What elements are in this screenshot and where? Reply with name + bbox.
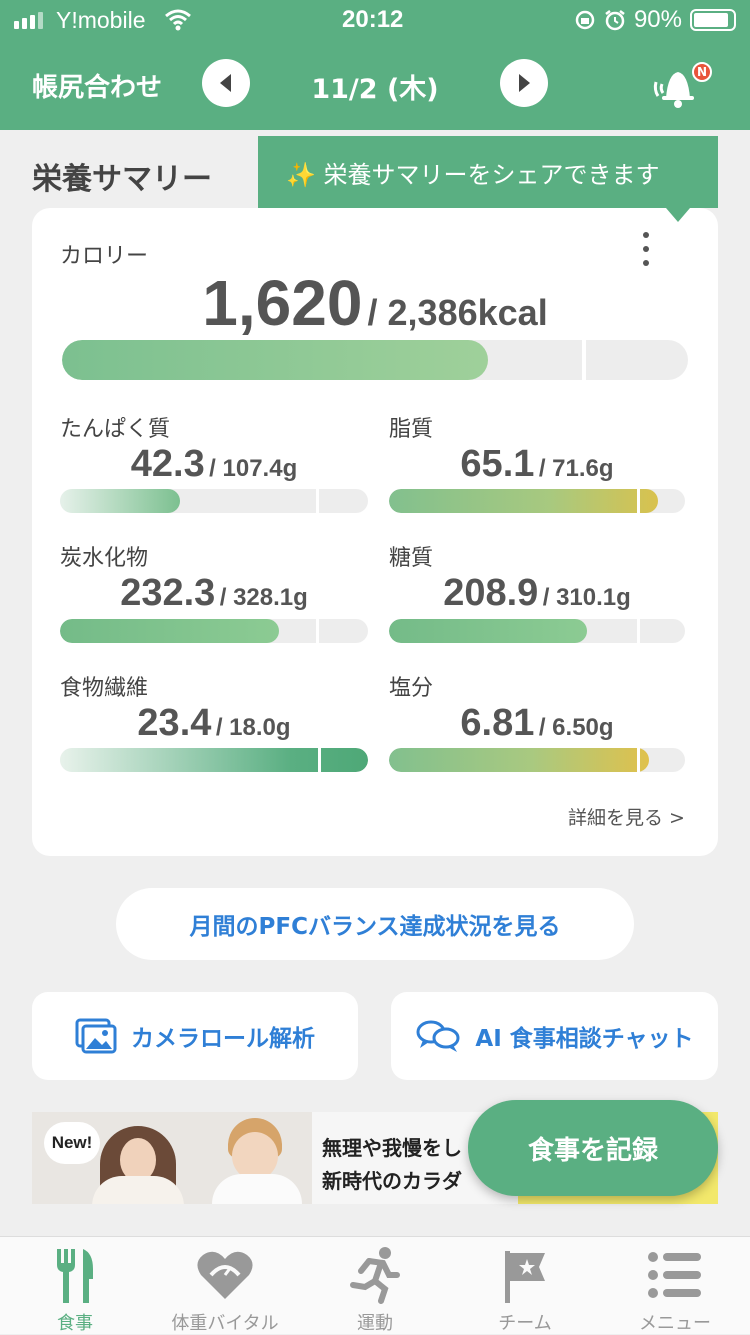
calorie-progress-fill	[62, 340, 488, 380]
pfc-balance-button[interactable]: 月間のPFCバランス達成状況を見る	[116, 888, 634, 960]
signal-icon	[14, 12, 43, 29]
nutrient-label-sugar: 糖質	[389, 546, 434, 571]
page-title: 帳尻合わせ	[32, 73, 163, 103]
alarm-icon	[605, 10, 625, 31]
tab-exercise[interactable]: 運動	[300, 1237, 450, 1335]
nutrient-target: / 6.50g	[538, 714, 614, 741]
banner-line-2: 新時代のカラダ	[322, 1169, 462, 1193]
nutrient-value: 23.4	[137, 702, 212, 744]
nutrient-label-fiber: 食物繊維	[60, 676, 149, 701]
nutrient-bar-fat	[389, 489, 685, 513]
calorie-target: / 2,386kcal	[367, 292, 548, 333]
section-title: 栄養サマリー	[32, 162, 212, 197]
app-header: 帳尻合わせ 11/2 (木) N	[0, 40, 750, 130]
camera-roll-label: カメラロール解析	[131, 1026, 315, 1052]
status-bar: Y!mobile 20:12 90%	[0, 0, 750, 40]
nutrient-value: 42.3	[130, 443, 205, 485]
calorie-value: 1,620	[202, 267, 363, 339]
prev-day-button[interactable]	[202, 59, 250, 107]
nutrient-bar-salt	[389, 748, 685, 772]
clock: 20:12	[342, 6, 404, 33]
bottom-tab-bar: 食事 体重バイタル 運動 チーム メニュー	[0, 1236, 750, 1334]
nutrient-value: 208.9	[443, 572, 539, 614]
nutrient-bar-carbs	[60, 619, 368, 643]
triangle-left-icon	[220, 74, 231, 92]
nutrient-value: 232.3	[120, 572, 216, 614]
nutrient-target: / 71.6g	[538, 455, 614, 482]
nutrient-target: / 328.1g	[219, 584, 308, 611]
nutrient-bar-fiber	[60, 748, 368, 772]
nutrient-readout-protein: 42.3 / 107.4g	[60, 443, 368, 486]
flag-icon	[505, 1251, 545, 1303]
current-date: 11/2 (木)	[311, 74, 439, 105]
share-tooltip[interactable]: ✨ 栄養サマリーをシェアできます	[258, 136, 718, 222]
nutrient-label-salt: 塩分	[389, 676, 434, 701]
pfc-balance-label: 月間のPFCバランス達成状況を見る	[189, 914, 561, 940]
tab-label: 体重バイタル	[171, 1313, 279, 1334]
detail-link[interactable]: 詳細を見る >	[568, 807, 685, 829]
tab-label: 食事	[57, 1313, 93, 1334]
calorie-label: カロリー	[60, 244, 149, 269]
nutrient-readout-salt: 6.81 / 6.50g	[389, 702, 685, 745]
tab-label: チーム	[498, 1313, 552, 1334]
tab-label: 運動	[357, 1313, 393, 1334]
nutrient-value: 6.81	[460, 702, 535, 744]
banner-text: 無理や我慢をし 新時代のカラダ	[322, 1132, 462, 1198]
nutrient-target: / 18.0g	[215, 714, 291, 741]
tab-team[interactable]: チーム	[450, 1237, 600, 1335]
calorie-readout: 1,620 / 2,386kcal	[0, 266, 750, 340]
rotation-lock-icon	[575, 10, 595, 30]
record-meal-label: 食事を記録	[527, 1135, 658, 1166]
battery-percent: 90%	[633, 6, 682, 33]
next-day-button[interactable]	[500, 59, 548, 107]
nutrient-label-fat: 脂質	[389, 417, 434, 442]
photo-gallery-icon	[75, 1018, 117, 1054]
nutrient-value: 65.1	[460, 443, 535, 485]
banner-line-1: 無理や我慢をし	[322, 1136, 462, 1160]
battery-icon	[690, 9, 736, 31]
triangle-right-icon	[519, 74, 530, 92]
nutrient-readout-fat: 65.1 / 71.6g	[389, 443, 685, 486]
record-meal-button[interactable]: 食事を記録	[468, 1100, 718, 1196]
wifi-icon	[165, 9, 191, 31]
nutrient-readout-fiber: 23.4 / 18.0g	[60, 702, 368, 745]
nutrient-target: / 310.1g	[542, 584, 631, 611]
chat-bubbles-icon	[416, 1020, 460, 1052]
menu-list-icon	[648, 1252, 701, 1298]
fork-knife-icon	[57, 1249, 93, 1303]
ai-chat-button[interactable]: AI 食事相談チャット	[391, 992, 718, 1080]
nutrient-bar-protein	[60, 489, 368, 513]
tab-label: メニュー	[639, 1313, 711, 1334]
carrier-label: Y!mobile	[56, 7, 146, 33]
tab-weight-vital[interactable]: 体重バイタル	[150, 1237, 300, 1335]
nutrient-target: / 107.4g	[209, 455, 298, 482]
notification-badge: N	[692, 62, 712, 82]
nutrient-readout-carbs: 232.3 / 328.1g	[60, 572, 368, 615]
notification-bell-icon[interactable]	[644, 60, 704, 112]
nutrient-label-carbs: 炭水化物	[60, 546, 149, 571]
new-badge: New!	[44, 1122, 100, 1164]
tab-meal[interactable]: 食事	[0, 1237, 150, 1335]
tab-menu[interactable]: メニュー	[600, 1237, 750, 1335]
heart-scale-icon	[197, 1251, 253, 1299]
more-options-icon[interactable]	[642, 232, 650, 266]
camera-roll-analysis-button[interactable]: カメラロール解析	[32, 992, 358, 1080]
running-person-icon	[350, 1247, 400, 1304]
ai-chat-label: AI 食事相談チャット	[475, 1026, 694, 1052]
nutrient-bar-sugar	[389, 619, 685, 643]
nutrient-label-protein: たんぱく質	[60, 417, 171, 442]
calorie-progress-bar	[62, 340, 688, 380]
promo-banner[interactable]: New! 無理や我慢をし 新時代のカラダ	[32, 1112, 718, 1204]
nutrient-readout-sugar: 208.9 / 310.1g	[389, 572, 685, 615]
